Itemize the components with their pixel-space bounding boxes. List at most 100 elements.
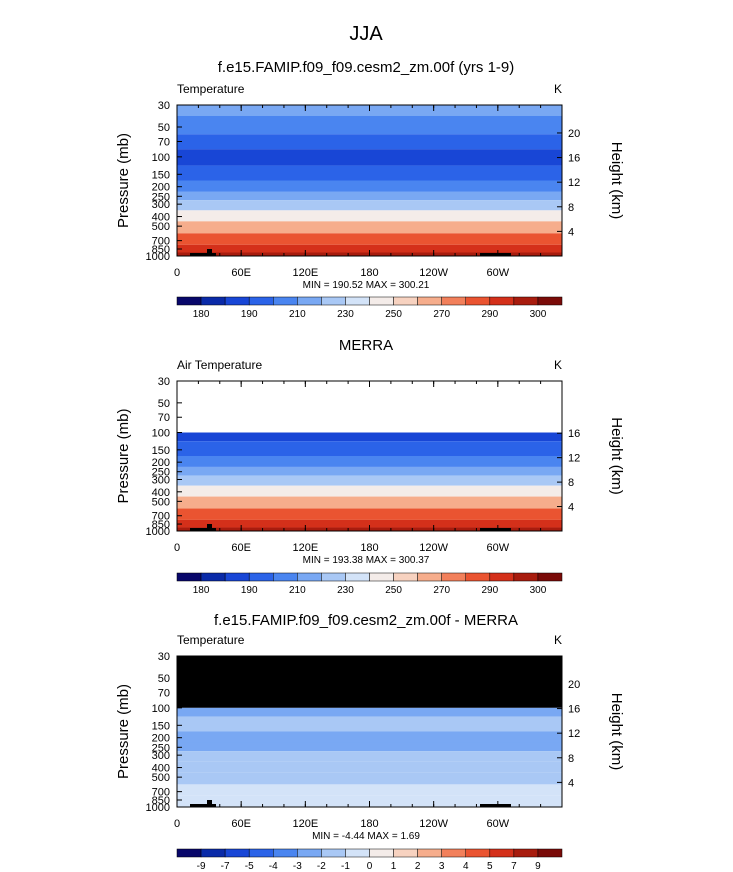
colorbar-box: [345, 848, 370, 858]
colorbar-label: 230: [337, 309, 354, 320]
x-tick-label: 60W: [487, 818, 510, 830]
contour-band: [177, 432, 562, 442]
y-tick-label: 150: [152, 720, 170, 732]
y2-tick-label: 12: [568, 453, 580, 465]
colorbar-box: [393, 572, 418, 582]
contour-band: [177, 716, 562, 732]
colorbar-box: [224, 296, 250, 306]
panel-title: MERRA: [339, 337, 393, 354]
contour-band: [177, 485, 562, 497]
colorbar-box: [441, 848, 466, 858]
y-tick-label: 100: [152, 428, 170, 440]
colorbar-label: -1: [341, 861, 350, 872]
y-tick-label: 50: [158, 673, 170, 685]
y-tick-label: 30: [158, 376, 170, 388]
contour-band: [177, 165, 562, 181]
colorbar-box: [417, 296, 442, 306]
colorbar-label: 190: [241, 585, 258, 596]
topography-mask: [480, 528, 511, 531]
colorbar-box: [465, 572, 491, 582]
colorbar-box: [297, 848, 322, 858]
colorbar-label: 5: [487, 861, 493, 872]
contour-band: [177, 456, 562, 467]
colorbar-box: [513, 848, 539, 858]
colorbar-label: 210: [289, 585, 306, 596]
y2-axis-label: Height (km): [608, 693, 625, 771]
x-tick-label: 60E: [231, 542, 251, 554]
x-tick-label: 120E: [292, 542, 318, 554]
y2-tick-label: 4: [568, 226, 574, 238]
y2-tick-label: 8: [568, 202, 574, 214]
x-tick-label: 180: [360, 542, 378, 554]
y2-axis-label: Height (km): [608, 417, 625, 495]
colorbar-box: [321, 848, 346, 858]
y-tick-label: 70: [158, 687, 170, 699]
contour-band: [177, 200, 562, 211]
topography-mask: [190, 804, 216, 807]
contour-band: [177, 496, 562, 509]
y-tick-label: 850: [152, 795, 170, 807]
colorbar-label: 250: [385, 585, 402, 596]
colorbar-box: [345, 572, 370, 582]
x-tick-label: 120E: [292, 267, 318, 279]
panel-left-label: Temperature: [177, 82, 245, 96]
y2-tick-label: 16: [568, 153, 580, 165]
panel-model: f.e15.FAMIP.f09_f09.cesm2_zm.00f (yrs 1-…: [115, 59, 625, 320]
x-tick-label: 120W: [419, 818, 448, 830]
colorbar-box: [465, 296, 491, 306]
topography-mask: [190, 528, 216, 531]
colorbar-box: [537, 296, 563, 306]
colorbar-box: [200, 572, 226, 582]
y-tick-label: 70: [158, 136, 170, 148]
colorbar-box: [176, 848, 202, 858]
colorbar-label: -2: [317, 861, 326, 872]
min-max-label: MIN = 190.52 MAX = 300.21: [303, 280, 430, 291]
colorbar-label: 230: [337, 585, 354, 596]
y-tick-label: 250: [152, 742, 170, 754]
colorbar-label: -5: [245, 861, 254, 872]
y-tick-label: 700: [152, 511, 170, 523]
colorbar-box: [489, 572, 515, 582]
x-tick-label: 120W: [419, 267, 448, 279]
contour-band: [177, 508, 562, 520]
colorbar-box: [273, 572, 298, 582]
x-tick-label: 60W: [487, 267, 510, 279]
y-axis-label: Pressure (mb): [115, 684, 132, 779]
colorbar-box: [224, 848, 250, 858]
y-tick-label: 200: [152, 457, 170, 469]
contour-band: [177, 731, 562, 743]
colorbar-box: [273, 848, 298, 858]
colorbar-label: 290: [481, 585, 498, 596]
topography-mask: [190, 253, 216, 256]
colorbar-box: [369, 572, 394, 582]
panel-right-label: K: [554, 82, 562, 96]
y-tick-label: 1000: [146, 251, 170, 263]
contour-band: [177, 519, 562, 528]
colorbar-label: 300: [530, 585, 547, 596]
colorbar-box: [273, 296, 298, 306]
colorbar-box: [321, 572, 346, 582]
y-tick-label: 700: [152, 236, 170, 248]
y-tick-label: 1000: [146, 526, 170, 538]
x-tick-label: 0: [174, 267, 180, 279]
panel-difference: f.e15.FAMIP.f09_f09.cesm2_zm.00f - MERRA…: [115, 612, 625, 872]
y-tick-label: 30: [158, 651, 170, 663]
y-tick-label: 500: [152, 772, 170, 784]
colorbar-label: 0: [367, 861, 373, 872]
y-tick-label: 50: [158, 398, 170, 410]
y-tick-label: 850: [152, 244, 170, 256]
y-tick-label: 250: [152, 191, 170, 203]
min-max-label: MIN = 193.38 MAX = 300.37: [303, 555, 430, 566]
colorbar-box: [441, 296, 466, 306]
contour-band: [177, 134, 562, 150]
colorbar-label: 190: [241, 309, 258, 320]
colorbar-box: [224, 572, 250, 582]
contour-band: [177, 751, 562, 762]
contour-band: [177, 795, 562, 804]
y2-axis-label: Height (km): [608, 142, 625, 220]
y-tick-label: 50: [158, 122, 170, 134]
y-tick-label: 100: [152, 152, 170, 164]
x-tick-label: 180: [360, 818, 378, 830]
colorbar-box: [176, 296, 202, 306]
x-tick-label: 120E: [292, 818, 318, 830]
